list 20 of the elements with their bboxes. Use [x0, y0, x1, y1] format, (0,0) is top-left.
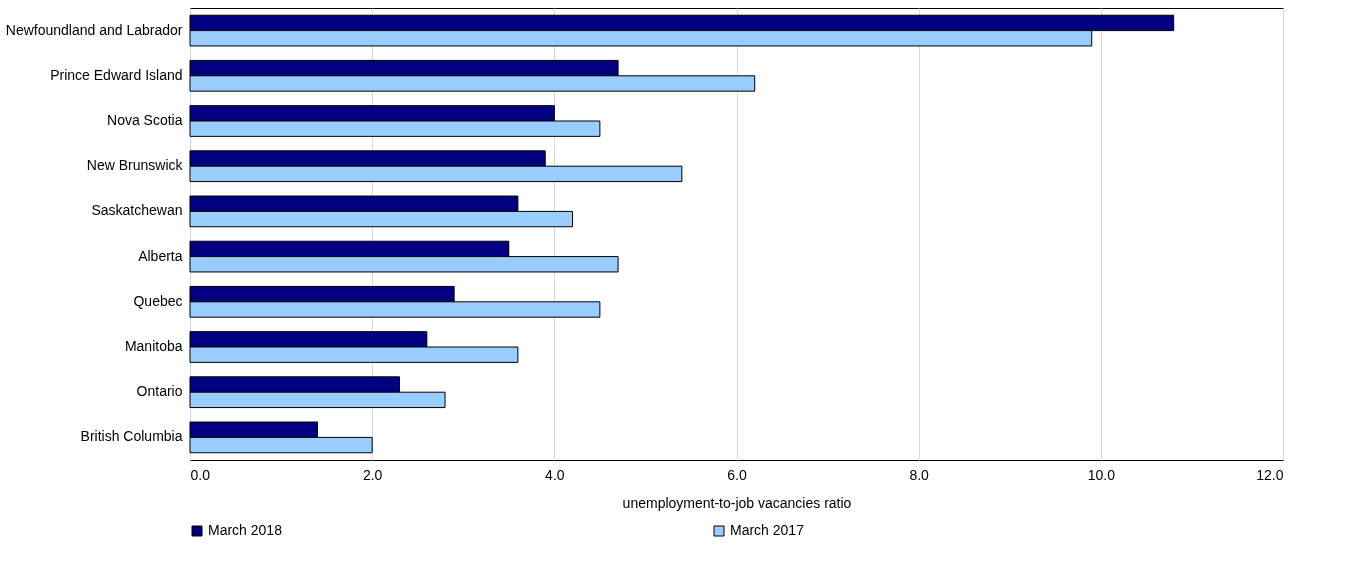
x-tick-label: 4.0 [545, 466, 565, 483]
y-tick-label: Alberta [138, 247, 183, 264]
y-tick-label: Newfoundland and Labrador [5, 21, 183, 38]
x-tick-label: 0.0 [190, 466, 211, 483]
x-axis-title: unemployment-to-job vacancies ratio [622, 494, 852, 511]
y-tick-label: British Columbia [80, 428, 183, 445]
y-tick-label: Quebec [133, 292, 183, 309]
legend-label: March 2018 [208, 522, 283, 538]
legend-label: March 2017 [730, 522, 805, 538]
y-tick-label: Nova Scotia [107, 112, 183, 128]
x-tick-label: 12.0 [1256, 466, 1284, 483]
y-tick-label: New Brunswick [86, 157, 184, 174]
x-tick-label: 6.0 [727, 466, 747, 483]
x-tick-label: 8.0 [909, 466, 930, 483]
y-tick-label: Ontario [136, 383, 183, 400]
y-tick-label: Saskatchewan [91, 202, 183, 219]
x-tick-label: 10.0 [1087, 466, 1116, 483]
y-tick-label: Manitoba [124, 338, 183, 354]
y-tick-label: Prince Edward Island [50, 66, 183, 83]
x-tick-label: 2.0 [362, 466, 383, 483]
